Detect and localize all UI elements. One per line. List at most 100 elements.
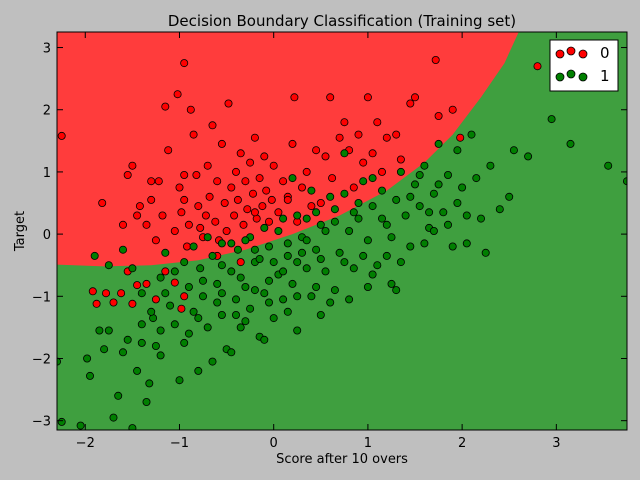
point-class-1-75 [420,161,429,170]
point-class-0-41 [236,149,245,158]
point-class-1-42 [264,242,273,251]
point-class-1-162 [382,251,391,260]
point-class-1-174 [302,236,311,245]
point-class-0-108 [283,195,292,204]
point-class-0-39 [231,167,240,176]
point-class-1-59 [345,226,354,235]
point-class-0-36 [224,99,233,108]
class-1-points [57,115,627,430]
point-class-1-145 [217,239,226,248]
point-class-0-69 [328,174,337,183]
point-class-0-37 [227,183,236,192]
point-class-1-79 [439,208,448,217]
point-class-1-126 [368,270,377,279]
point-class-1-61 [354,214,363,223]
point-class-1-90 [505,192,514,201]
point-class-0-87 [456,133,465,142]
point-class-0-86 [448,105,457,114]
point-class-1-129 [396,258,405,267]
point-class-1-82 [453,146,462,155]
point-class-1-106 [180,258,189,267]
point-class-0-24 [196,223,205,232]
chart-title: Decision Boundary Classification (Traini… [168,12,516,30]
point-class-1-14 [145,379,154,388]
class-0-points [57,56,542,313]
point-class-0-88 [431,56,440,65]
point-class-0-4 [135,202,144,211]
point-class-1-104 [161,248,170,257]
point-class-0-111 [180,170,189,179]
point-class-1-11 [133,366,142,375]
point-class-0-6 [147,195,156,204]
point-class-0-89 [533,62,542,71]
point-class-1-153 [156,351,165,360]
point-class-1-122 [330,286,339,295]
point-class-0-38 [230,211,239,220]
point-class-1-157 [345,295,354,304]
point-class-1-8 [114,391,123,400]
point-class-0-1 [98,198,107,207]
point-class-0-46 [248,189,257,198]
point-class-1-92 [524,152,533,161]
point-class-1-72 [406,242,415,251]
point-class-0-83 [406,99,415,108]
point-class-0-18 [184,220,193,229]
point-class-0-3 [128,161,137,170]
x-tick-label: 0 [270,436,278,451]
point-class-0-22 [192,170,201,179]
point-class-1-86 [472,174,481,183]
point-class-1-121 [321,226,330,235]
point-class-1-63 [363,236,372,245]
point-class-1-107 [189,242,198,251]
point-class-1-164 [481,248,490,257]
point-class-1-45 [279,295,288,304]
point-class-0-79 [377,167,386,176]
point-class-1-56 [330,205,339,214]
point-class-1-96 [623,177,627,186]
point-class-1-142 [293,211,302,220]
point-class-1-109 [208,251,217,260]
point-class-1-125 [359,251,368,260]
point-class-0-85 [434,112,443,121]
point-class-1-57 [335,248,344,257]
plot-frame [56,31,628,431]
point-class-1-94 [566,139,575,148]
point-class-0-57 [279,177,288,186]
point-class-1-135 [453,198,462,207]
point-class-0-28 [205,192,214,201]
point-class-1-131 [415,170,424,179]
point-class-1-55 [326,298,335,307]
point-class-1-3 [83,354,92,363]
point-class-1-141 [368,174,377,183]
point-class-1-158 [363,282,372,291]
x-tick-label: −2 [76,436,95,451]
point-class-1-21 [175,376,184,385]
point-class-0-26 [201,211,210,220]
x-axis-label: Score after 10 overs [276,452,408,467]
point-class-1-5 [95,326,104,335]
point-class-1-16 [151,341,160,350]
point-class-1-47 [288,279,297,288]
point-class-0-29 [208,121,217,130]
point-class-1-172 [217,261,226,270]
point-class-1-23 [184,282,193,291]
point-class-0-50 [258,202,267,211]
point-class-0-76 [363,93,372,102]
point-class-0-20 [186,105,195,114]
point-class-1-143 [260,223,269,232]
point-class-1-140 [354,198,363,207]
point-class-0-52 [262,186,271,195]
point-class-1-81 [448,242,457,251]
point-class-1-28 [203,323,212,332]
point-class-1-128 [387,233,396,242]
point-class-0-101 [180,292,189,301]
point-class-0-102 [177,304,186,313]
point-class-0-94 [117,289,126,298]
point-class-1-65 [373,261,382,270]
legend-label-0: 0 [600,44,610,62]
point-class-1-173 [250,245,259,254]
point-class-1-99 [119,245,128,254]
point-class-1-163 [420,239,429,248]
point-class-0-30 [211,217,220,226]
point-class-0-47 [250,133,259,142]
